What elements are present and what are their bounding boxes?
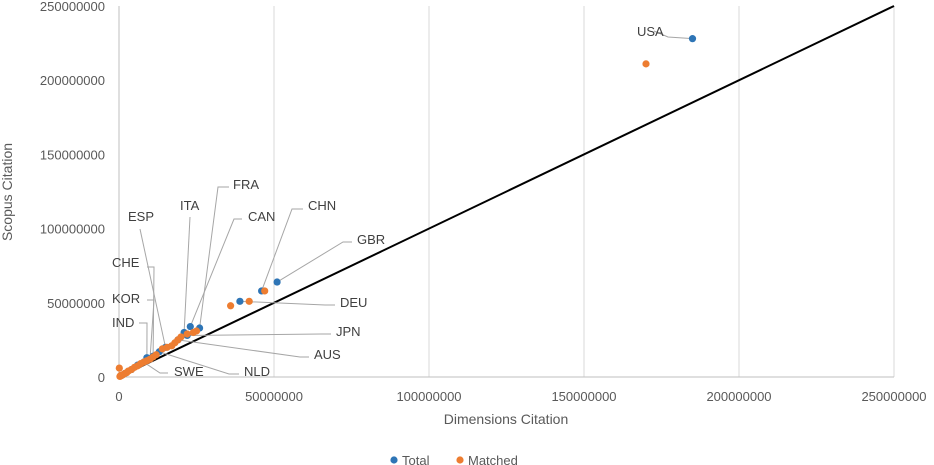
matched-point — [115, 364, 123, 372]
point-label: IND — [112, 315, 134, 330]
label-leader-line — [276, 241, 352, 283]
matched-point — [227, 302, 235, 310]
matched-point — [183, 330, 191, 338]
matched-point — [245, 297, 253, 305]
total-point — [186, 322, 194, 331]
label-leader-line — [187, 333, 331, 336]
x-tick-label: 100000000 — [396, 389, 461, 404]
label-leader-line — [147, 299, 155, 360]
matched-point — [261, 287, 269, 295]
x-tick-label: 250000000 — [861, 389, 926, 404]
point-label: SWE — [174, 364, 204, 379]
label-leader-line — [143, 361, 168, 374]
legend: Total Matched — [390, 453, 518, 465]
legend-label: Matched — [468, 453, 518, 465]
gridlines — [273, 6, 895, 377]
axes — [118, 6, 894, 378]
label-leader-line — [199, 186, 229, 329]
point-label: NLD — [244, 364, 270, 379]
matched-point — [642, 60, 650, 68]
label-leader-line — [183, 216, 191, 333]
label-leader-line — [177, 339, 309, 358]
y-tick-label: 0 — [98, 370, 105, 385]
x-axis-title: Dimensions Citation — [444, 411, 569, 427]
y-tick-label: 50000000 — [47, 296, 105, 311]
point-label: AUS — [314, 347, 341, 362]
label-leader-line — [147, 266, 155, 357]
tick-labels: 0 50000000 100000000 150000000 200000000 2500… — [40, 0, 927, 404]
label-leader-line — [653, 30, 693, 40]
point-label: CAN — [248, 209, 275, 224]
point-label: ITA — [180, 198, 200, 213]
label-leader-line — [261, 208, 303, 292]
y-tick-label: 200000000 — [40, 73, 105, 88]
point-label: ESP — [128, 209, 154, 224]
y-tick-label: 250000000 — [40, 0, 105, 14]
matched-point — [116, 371, 125, 380]
matched-point — [158, 345, 166, 353]
y-axis-title: Scopus Citation — [0, 143, 15, 241]
data-points — [115, 35, 697, 381]
x-tick-label: 50000000 — [245, 389, 303, 404]
total-point — [688, 35, 697, 43]
legend-marker — [456, 456, 464, 464]
point-label: GBR — [357, 232, 385, 247]
total-point — [273, 278, 281, 286]
label-leaders — [139, 30, 693, 375]
label-leader-line — [139, 228, 166, 348]
reference-line — [118, 5, 895, 378]
y-tick-label: 150000000 — [40, 147, 105, 162]
x-tick-label: 150000000 — [551, 389, 616, 404]
label-leader-line — [189, 218, 242, 327]
label-leader-line — [239, 300, 335, 306]
point-label: USA — [637, 24, 664, 39]
x-tick-label: 200000000 — [706, 389, 771, 404]
point-label: CHE — [112, 255, 140, 270]
point-label: JPN — [336, 324, 361, 339]
point-labels: USA CHN GBR DEU FRA JPN CAN ITA AUS ESP NLD CHE IND K… — [112, 24, 664, 379]
point-label: FRA — [233, 177, 259, 192]
reference-line-group — [118, 5, 895, 378]
total-point — [236, 297, 244, 305]
legend-label: Total — [402, 453, 430, 465]
matched-point — [189, 328, 197, 337]
point-label: CHN — [308, 198, 336, 213]
y-tick-label: 100000000 — [40, 222, 105, 237]
x-tick-label: 0 — [115, 389, 122, 404]
point-label: DEU — [340, 295, 367, 310]
label-leader-line — [139, 322, 148, 358]
legend-marker — [390, 456, 398, 464]
point-label: KOR — [112, 291, 140, 306]
label-leader-line — [159, 351, 239, 375]
